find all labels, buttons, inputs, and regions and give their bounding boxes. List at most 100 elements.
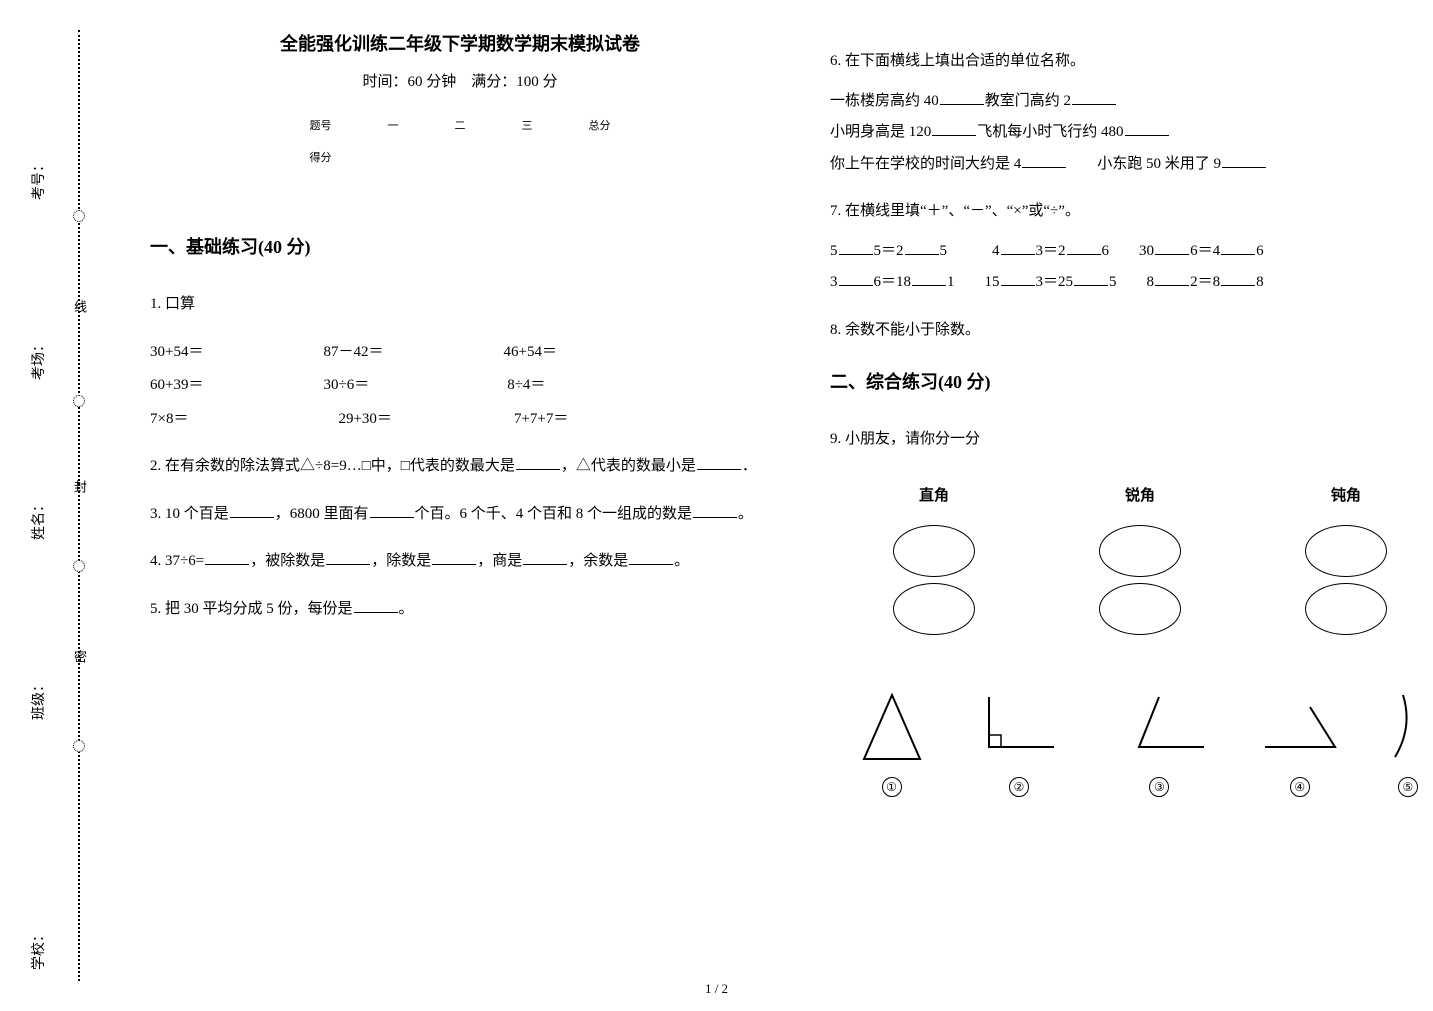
q1-item: 8÷4＝ [507,370,545,402]
angle-oval-cell [1244,513,1433,647]
q7-line: 36＝181 153＝255 82＝88 [830,267,1433,299]
q4: 4. 37÷6=，被除数是，除数是，商是，余数是。 [150,546,770,578]
blank [354,597,398,613]
score-row-label: 得分 [282,141,360,173]
shape-cell-2: ② [953,681,1085,803]
blank [230,502,274,518]
oval-shape [1305,583,1387,635]
q1-item: 46+54＝ [503,337,556,369]
angle-header: 锐角 [1038,478,1242,511]
obtuse-angle-icon [1109,687,1209,767]
oval-shape [1099,525,1181,577]
binding-circle [73,740,85,752]
triangle-icon [852,687,932,767]
shape-cell-1: ① [832,681,951,803]
binding-label-class: 班级： [28,678,48,720]
section2-heading: 二、综合练习(40 分) [830,368,1433,394]
blank [1067,239,1101,255]
blank [940,89,984,105]
q5: 5. 把 30 平均分成 5 份，每份是。 [150,594,770,626]
score-th: 题号 [282,109,360,141]
angle-oval-cell [832,513,1036,647]
q1-item: 30+54＝ [150,337,203,369]
shape-number: ② [1009,777,1029,797]
score-cell [561,141,639,173]
score-th: 总分 [561,109,639,141]
right-column: 6. 在下面横线上填出合适的单位名称。 一栋楼房高约 40教室门高约 2 小明身… [800,0,1433,1011]
curve-icon [1383,687,1433,767]
q1-item: 29+30＝ [338,404,391,436]
blank [1125,120,1169,136]
blank [1022,152,1066,168]
blank [523,549,567,565]
shape-cell-4: ④ [1234,681,1366,803]
binding-circle [73,395,85,407]
blank [516,454,560,470]
q1-item: 30÷6＝ [323,370,369,402]
binding-margin: 考号： 考场： 姓名： 班级： 学校： 线 封 密 [0,0,110,1011]
blank [629,549,673,565]
shape-cell-5: ⑤ [1368,681,1433,803]
q1-item: 7×8＝ [150,404,188,436]
shape-number: ③ [1149,777,1169,797]
blank [1221,239,1255,255]
q8: 8. 余数不能小于除数。 [830,315,1433,347]
acute-angle-icon [1255,687,1345,767]
score-th: 二 [427,109,494,141]
oval-shape [893,583,975,635]
angle-oval-row [832,513,1433,647]
score-header-row: 题号 一 二 三 总分 [282,109,639,141]
q1-row: 30+54＝ 87－42＝ 46+54＝ [150,337,770,369]
blank [326,549,370,565]
angle-header: 直角 [832,478,1036,511]
binding-label-school: 学校： [28,928,48,970]
q6-line: 你上午在学校的时间大约是 4 小东跑 50 米用了 9 [830,149,1433,181]
q3: 3. 10 个百是，6800 里面有个百。6 个千、4 个百和 8 个一组成的数… [150,499,770,531]
blank [1001,270,1035,286]
score-table: 题号 一 二 三 总分 得分 [282,109,639,173]
q1-item: 87－42＝ [323,337,383,369]
shape-number: ④ [1290,777,1310,797]
binding-label-exam-id: 考号： [28,158,48,200]
right-angle-icon [974,687,1064,767]
blank [839,270,873,286]
q7-line: 55＝25 43＝26 306＝46 [830,236,1433,268]
oval-shape [1099,583,1181,635]
blank [1222,152,1266,168]
shape-cell-3: ③ [1087,681,1232,803]
blank [370,502,414,518]
page: 考号： 考场： 姓名： 班级： 学校： 线 封 密 全能强化训练二年级下学期数学… [0,0,1433,1011]
score-value-row: 得分 [282,141,639,173]
q1-row: 60+39＝ 30÷6＝ 8÷4＝ [150,370,770,402]
blank [1001,239,1035,255]
q6-line: 小明身高是 120飞机每小时飞行约 480 [830,117,1433,149]
oval-shape [1305,525,1387,577]
section1-heading: 一、基础练习(40 分) [150,233,770,259]
content-columns: 全能强化训练二年级下学期数学期末模拟试卷 时间：60 分钟 满分：100 分 题… [110,0,1433,1011]
exam-title: 全能强化训练二年级下学期数学期末模拟试卷 [150,30,770,56]
q1-label: 1. 口算 [150,289,770,321]
shape-number: ⑤ [1398,777,1418,797]
score-cell [494,141,561,173]
blank [839,239,873,255]
shapes-row-tr: ① ② ③ [832,681,1433,803]
q1: 1. 口算 30+54＝ 87－42＝ 46+54＝ 60+39＝ 30÷6＝ … [150,289,770,435]
blank [1072,89,1116,105]
blank [1155,270,1189,286]
q7: 7. 在横线里填“＋”、“－”、“×”或“÷”。 55＝25 43＝26 306… [830,196,1433,299]
blank [1221,270,1255,286]
angle-oval-cell [1038,513,1242,647]
q6-label: 6. 在下面横线上填出合适的单位名称。 [830,46,1433,78]
score-cell [360,141,427,173]
shape-number: ① [882,777,902,797]
q9: 9. 小朋友，请你分一分 [830,424,1433,456]
binding-seam-mi: 密 [70,650,89,663]
q7-label: 7. 在横线里填“＋”、“－”、“×”或“÷”。 [830,196,1433,228]
q1-item: 7+7+7＝ [514,404,568,436]
blank [205,549,249,565]
blank [697,454,741,470]
q6: 6. 在下面横线上填出合适的单位名称。 一栋楼房高约 40教室门高约 2 小明身… [830,46,1433,180]
blank [432,549,476,565]
binding-circle [73,210,85,222]
q1-row: 7×8＝ 29+30＝ 7+7+7＝ [150,404,770,436]
